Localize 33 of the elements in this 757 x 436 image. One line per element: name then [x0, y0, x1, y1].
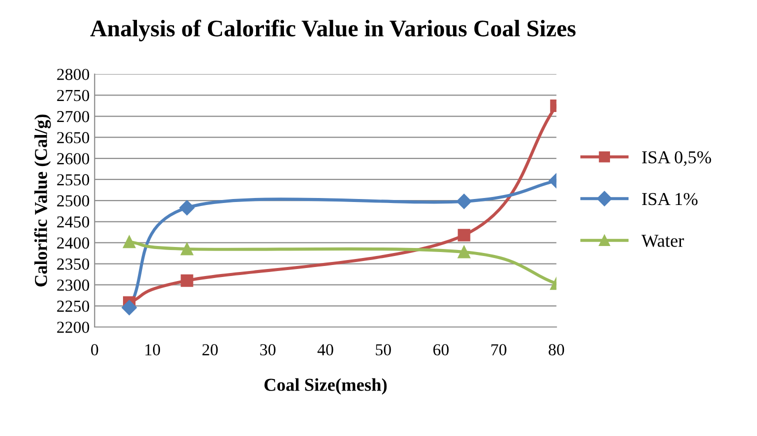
x-axis-title: Coal Size(mesh): [264, 378, 387, 395]
point: [123, 236, 136, 248]
y-tick-label: 2600: [57, 153, 90, 164]
x-tick-label: 40: [318, 344, 334, 356]
x-tick-label: 70: [491, 344, 506, 356]
x-tick-label: 20: [202, 344, 218, 356]
y-tick-label: 2200: [57, 322, 90, 333]
legend-label: ISA 0,5%: [642, 151, 712, 166]
y-tick-label: 2500: [57, 195, 90, 207]
x-tick-label: 50: [376, 344, 391, 356]
legend-label: Water: [641, 234, 684, 247]
y-tick-label: 2250: [57, 300, 90, 312]
chart-title: Analysis of Calorific Value in Various Coal Sizes: [90, 20, 576, 42]
y-tick-label: 2400: [57, 237, 90, 249]
y-tick-label: 2300: [57, 280, 90, 291]
point: [180, 242, 194, 256]
y-axis-title: Calorific Value (Cal/g): [34, 114, 51, 286]
y-tick-label: 2450: [57, 216, 90, 228]
x-tick-label: 60: [433, 344, 449, 356]
x-tick-label: 80: [548, 344, 564, 356]
y-tick-label: 2350: [57, 258, 90, 270]
x-tick-label: 30: [260, 344, 276, 356]
point: [180, 274, 194, 287]
legend-label: ISA 1%: [642, 192, 698, 206]
y-tick-label: 2750: [57, 90, 90, 102]
x-tick-label: 0: [91, 344, 98, 356]
y-tick-label: 2700: [57, 110, 90, 122]
x-tick-label: 10: [145, 344, 160, 356]
point: [122, 300, 137, 316]
y-tick-label: 2650: [57, 132, 90, 144]
y-tick-label: 2800: [57, 68, 90, 80]
point: [179, 200, 195, 216]
y-tick-label: 2550: [57, 174, 90, 186]
